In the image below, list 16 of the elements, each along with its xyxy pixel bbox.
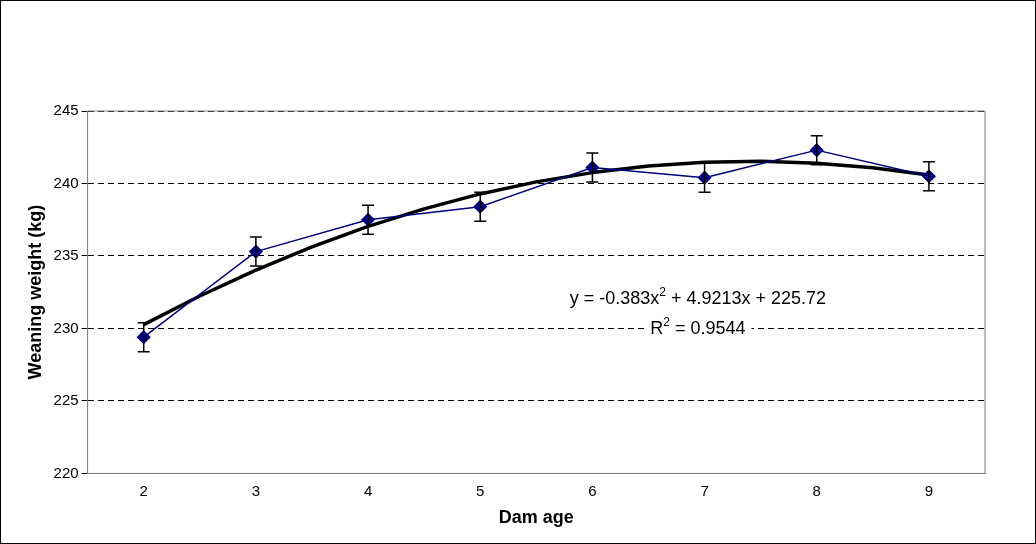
x-tick-label: 6 (588, 481, 597, 499)
y-tick-label: 230 (53, 318, 79, 336)
y-axis-title: Weaning weight (kg) (24, 204, 45, 380)
y-tick-label: 235 (53, 246, 79, 264)
y-tick-label: 220 (53, 463, 79, 481)
y-tick-label: 225 (53, 391, 79, 409)
x-tick-label: 5 (476, 481, 485, 499)
x-tick-label: 8 (812, 481, 821, 499)
x-tick-label: 3 (251, 481, 261, 499)
x-tick-label: 4 (363, 481, 373, 499)
y-tick-label: 240 (53, 173, 79, 191)
x-tick-label: 2 (139, 481, 148, 499)
x-axis-title: Dam age (498, 507, 574, 528)
x-tick-label: 7 (700, 481, 709, 499)
x-tick-label: 9 (924, 481, 934, 499)
y-tick-label: 245 (53, 101, 79, 119)
